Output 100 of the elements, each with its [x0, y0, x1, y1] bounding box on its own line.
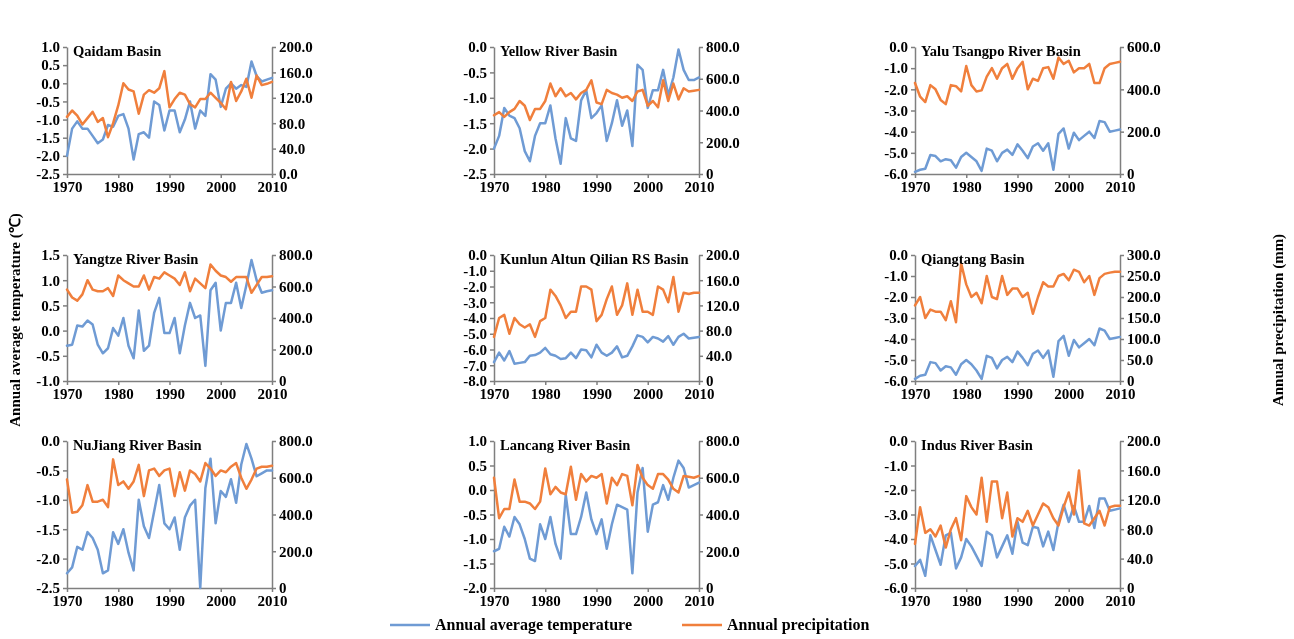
y2-tick-label: 50.0	[1127, 352, 1154, 369]
y-tick-label: -0.5	[463, 506, 487, 523]
y2-tick-label: 120.0	[1127, 492, 1161, 509]
y-tick-label: -0.5	[36, 348, 60, 365]
chart-title: Qiangtang Basin	[921, 251, 1025, 267]
chart-title: Qaidam Basin	[73, 43, 162, 59]
line-series	[492, 79, 701, 122]
y2-tick-label: 800.0	[279, 247, 313, 264]
y-tick-label: -1.0	[463, 263, 487, 280]
x-tick-label: 1980	[951, 178, 982, 195]
line-series	[913, 469, 1122, 549]
y-tick-label: 0.0	[41, 75, 60, 92]
y-tick-label: -3.0	[884, 310, 908, 327]
y-tick-label: 0.5	[41, 297, 60, 314]
y-tick-label: -2.0	[463, 140, 487, 157]
chart-title: NuJiang River Basin	[73, 437, 202, 453]
y-tick-label: -3.0	[884, 506, 908, 523]
x-tick-label: 1980	[103, 178, 134, 195]
x-tick-label: 1990	[1003, 385, 1033, 402]
legend-label: Annual precipitation	[727, 616, 870, 634]
y-tick-label: -0.5	[36, 93, 60, 110]
x-tick-label: 1990	[582, 385, 612, 402]
y-tick-label: -3.0	[884, 102, 908, 119]
y-tick-label: 0.0	[889, 247, 908, 264]
y2-tick-label: 400.0	[279, 310, 313, 327]
x-tick-label: 1990	[155, 178, 185, 195]
y2-tick-label: 250.0	[1127, 268, 1161, 285]
x-tick-label: 2000	[1054, 385, 1085, 402]
y2-tick-label: 80.0	[706, 322, 733, 339]
y2-tick-label: 600.0	[706, 71, 740, 88]
x-tick-label: 1980	[103, 592, 134, 609]
line-series	[492, 275, 701, 339]
y-tick-label: -6.0	[463, 341, 487, 358]
x-tick-label: 1980	[530, 178, 561, 195]
y2-tick-label: 600.0	[1127, 39, 1161, 56]
y-tick-label: -2.0	[884, 81, 908, 98]
y-tick-label: -1.0	[36, 492, 60, 509]
chart-title: Yalu Tsangpo River Basin	[921, 43, 1081, 59]
line-series	[492, 332, 701, 365]
y2-tick-label: 400.0	[706, 102, 740, 119]
y-tick-label: 0.0	[889, 433, 908, 450]
x-tick-label: 1990	[155, 592, 185, 609]
chart-title: Lancang River Basin	[500, 437, 631, 453]
y-tick-label: -4.0	[884, 331, 908, 348]
y-tick-label: -0.5	[36, 462, 60, 479]
y2-tick-label: 800.0	[706, 39, 740, 56]
line-series	[65, 60, 274, 161]
x-tick-label: 2000	[1054, 178, 1085, 195]
x-tick-label: 2000	[633, 592, 664, 609]
y2-tick-label: 40.0	[1127, 550, 1154, 567]
y2-tick-label: 80.0	[1127, 521, 1154, 538]
y-tick-label: 0.0	[41, 322, 60, 339]
y-tick-label: 1.0	[41, 272, 60, 289]
y2-tick-label: 800.0	[706, 433, 740, 450]
y2-tick-label: 150.0	[1127, 310, 1161, 327]
y-tick-label: -2.0	[36, 148, 60, 165]
y-tick-label: -1.0	[884, 457, 908, 474]
y-tick-label: 0.0	[41, 433, 60, 450]
y-tick-label: -5.0	[884, 145, 908, 162]
y2-tick-label: 80.0	[279, 115, 306, 132]
x-tick-label: 2000	[633, 178, 664, 195]
line-series	[65, 69, 274, 139]
line-series	[492, 459, 701, 575]
x-tick-label: 1980	[530, 385, 561, 402]
y-tick-label: -1.0	[463, 90, 487, 107]
y-tick-label: -4.0	[463, 310, 487, 327]
y2-tick-label: 40.0	[706, 348, 733, 365]
y-axis-title: Annual average temperature (℃)	[7, 213, 24, 427]
chart-title: Indus River Basin	[921, 437, 1033, 453]
x-tick-label: 2000	[206, 385, 237, 402]
y-tick-label: -5.0	[884, 352, 908, 369]
y2-tick-label: 100.0	[1127, 331, 1161, 348]
x-tick-label: 2000	[206, 178, 237, 195]
y-tick-label: 1.0	[41, 39, 60, 56]
y-tick-label: 0.0	[889, 39, 908, 56]
y-tick-label: -1.0	[36, 111, 60, 128]
y2-tick-label: 600.0	[706, 470, 740, 487]
y-tick-label: -1.5	[463, 115, 487, 132]
x-tick-label: 2000	[206, 592, 237, 609]
y2-tick-label: 120.0	[279, 90, 313, 107]
line-series	[492, 48, 701, 166]
line-series	[65, 442, 274, 590]
y2-tick-label: 400.0	[279, 506, 313, 523]
y-tick-label: -4.0	[884, 123, 908, 140]
y-tick-label: -2.0	[884, 482, 908, 499]
y-tick-label: -1.5	[36, 521, 60, 538]
y2-tick-label: 200.0	[1127, 123, 1161, 140]
y2-axis-title: Annual precipitation (mm)	[1270, 233, 1287, 407]
y-tick-label: -5.0	[884, 555, 908, 572]
y2-tick-label: 160.0	[1127, 462, 1161, 479]
y2-tick-label: 300.0	[1127, 247, 1161, 264]
x-tick-label: 1980	[951, 592, 982, 609]
x-tick-label: 1980	[530, 592, 561, 609]
y-tick-label: -2.0	[36, 550, 60, 567]
y2-tick-label: 200.0	[1127, 289, 1161, 306]
y-tick-label: -1.0	[463, 531, 487, 548]
line-series	[65, 458, 274, 514]
y2-tick-label: 40.0	[279, 140, 306, 157]
legend-label: Annual average temperature	[435, 616, 632, 634]
x-tick-label: 2000	[633, 385, 664, 402]
